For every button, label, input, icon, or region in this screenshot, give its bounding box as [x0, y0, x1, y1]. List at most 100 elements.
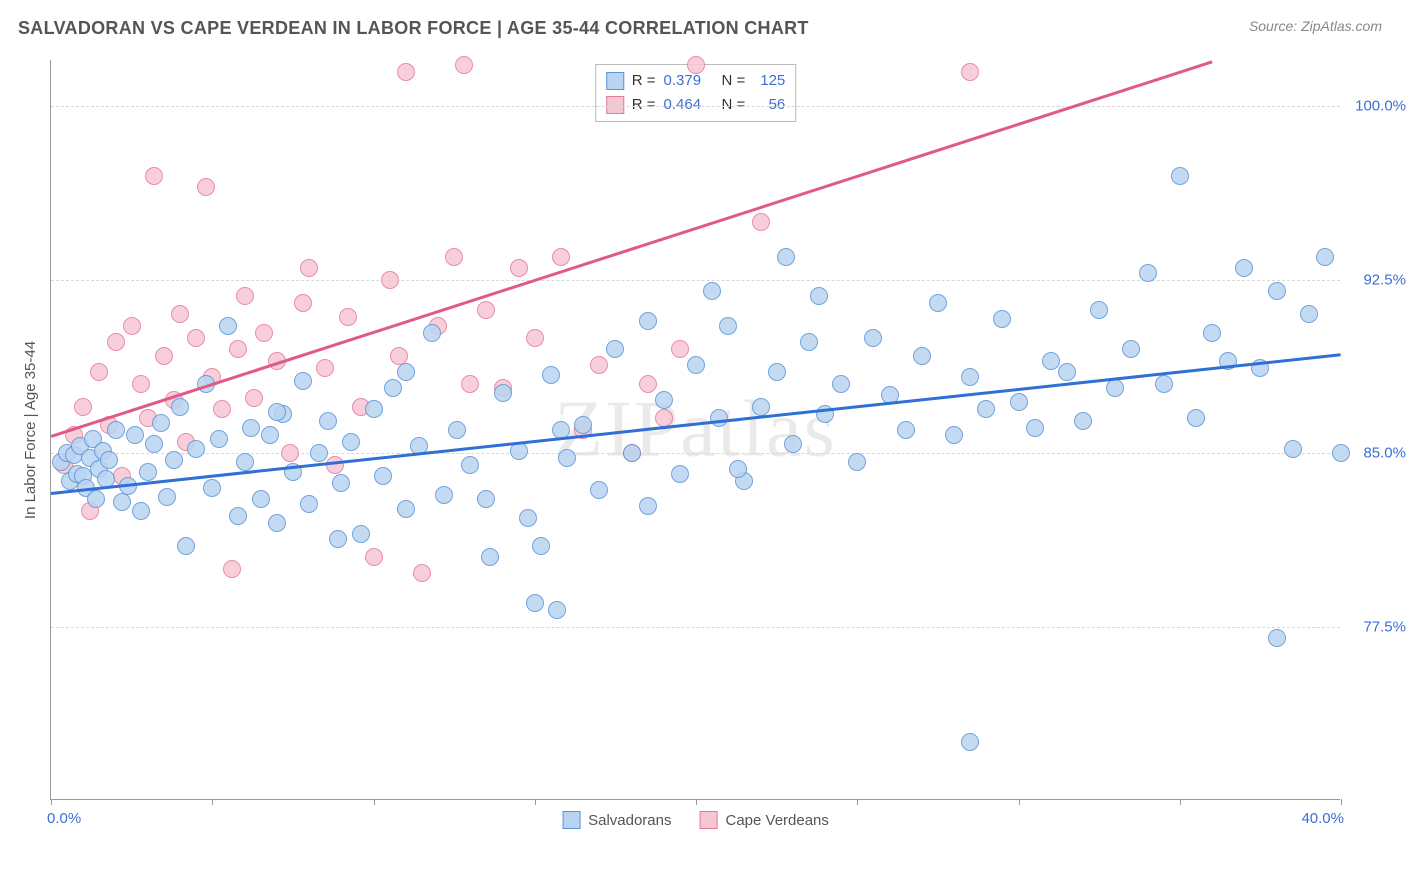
data-point [1122, 340, 1140, 358]
data-point [671, 465, 689, 483]
data-point [532, 537, 550, 555]
x-axis-min-label: 0.0% [47, 810, 81, 827]
data-point [326, 456, 344, 474]
data-point [494, 384, 512, 402]
data-point [423, 324, 441, 342]
y-tick-label: 85.0% [1363, 445, 1406, 462]
data-point [152, 414, 170, 432]
x-axis-max-label: 40.0% [1301, 810, 1344, 827]
data-point [1058, 363, 1076, 381]
swatch-series-2b [699, 811, 717, 829]
data-point [671, 340, 689, 358]
series-legend: Salvadorans Cape Verdeans [562, 811, 829, 829]
data-point [639, 375, 657, 393]
data-point [590, 356, 608, 374]
data-point [229, 507, 247, 525]
legend-item-1: Salvadorans [562, 811, 671, 829]
r-value-2: 0.464 [664, 93, 714, 117]
data-point [977, 400, 995, 418]
data-point [342, 433, 360, 451]
plot-area: ZIPatlas R = 0.379 N = 125 R = 0.464 N =… [50, 60, 1340, 800]
data-point [639, 497, 657, 515]
data-point [107, 333, 125, 351]
data-point [158, 488, 176, 506]
data-point [374, 467, 392, 485]
data-point [329, 530, 347, 548]
x-tick [212, 799, 213, 805]
data-point [687, 56, 705, 74]
data-point [261, 426, 279, 444]
data-point [219, 317, 237, 335]
data-point [768, 363, 786, 381]
data-point [961, 63, 979, 81]
data-point [719, 317, 737, 335]
data-point [300, 259, 318, 277]
data-point [332, 474, 350, 492]
data-point [339, 308, 357, 326]
data-point [623, 444, 641, 462]
chart-title: SALVADORAN VS CAPE VERDEAN IN LABOR FORC… [18, 18, 809, 39]
data-point [961, 368, 979, 386]
data-point [294, 372, 312, 390]
data-point [197, 178, 215, 196]
data-point [477, 301, 495, 319]
data-point [213, 400, 231, 418]
data-point [752, 213, 770, 231]
data-point [1187, 409, 1205, 427]
data-point [300, 495, 318, 513]
data-point [187, 440, 205, 458]
data-point [945, 426, 963, 444]
x-tick [1019, 799, 1020, 805]
data-point [187, 329, 205, 347]
data-point [1171, 167, 1189, 185]
data-point [1139, 264, 1157, 282]
x-tick [857, 799, 858, 805]
gridline [51, 106, 1340, 107]
data-point [139, 463, 157, 481]
data-point [74, 398, 92, 416]
data-point [316, 359, 334, 377]
data-point [365, 400, 383, 418]
data-point [448, 421, 466, 439]
n-label: N = [722, 69, 746, 93]
swatch-series-1b [562, 811, 580, 829]
watermark: ZIPatlas [554, 384, 837, 475]
data-point [1316, 248, 1334, 266]
data-point [606, 340, 624, 358]
data-point [132, 375, 150, 393]
data-point [177, 537, 195, 555]
data-point [810, 287, 828, 305]
data-point [435, 486, 453, 504]
data-point [384, 379, 402, 397]
data-point [832, 375, 850, 393]
data-point [203, 479, 221, 497]
data-point [897, 421, 915, 439]
data-point [171, 305, 189, 323]
data-point [229, 340, 247, 358]
data-point [365, 548, 383, 566]
x-tick [1341, 799, 1342, 805]
data-point [1300, 305, 1318, 323]
data-point [913, 347, 931, 365]
swatch-series-2 [606, 96, 624, 114]
x-tick [535, 799, 536, 805]
data-point [268, 403, 286, 421]
data-point [319, 412, 337, 430]
data-point [590, 481, 608, 499]
series-2-label: Cape Verdeans [725, 812, 828, 829]
data-point [558, 449, 576, 467]
data-point [1026, 419, 1044, 437]
data-point [1332, 444, 1350, 462]
data-point [1010, 393, 1028, 411]
data-point [1106, 379, 1124, 397]
data-point [310, 444, 328, 462]
data-point [639, 312, 657, 330]
data-point [1284, 440, 1302, 458]
data-point [848, 453, 866, 471]
data-point [929, 294, 947, 312]
data-point [687, 356, 705, 374]
data-point [171, 398, 189, 416]
data-point [477, 490, 495, 508]
data-point [481, 548, 499, 566]
data-point [413, 564, 431, 582]
